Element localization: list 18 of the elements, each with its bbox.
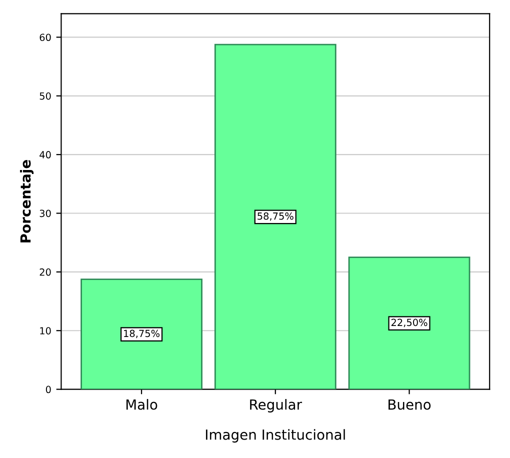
y-tick-label: 0 xyxy=(46,386,51,394)
y-tick-label: 40 xyxy=(40,151,51,158)
y-tick-label: 50 xyxy=(40,92,51,100)
x-tick-label: Bueno xyxy=(388,399,431,410)
x-axis-title: Imagen Institucional xyxy=(206,429,345,443)
y-tick-label: 10 xyxy=(40,327,51,334)
y-tick-label: 60 xyxy=(40,34,51,42)
x-tick-label: Malo xyxy=(126,399,158,410)
data-label: 18,75% xyxy=(124,330,160,338)
y-axis-title: Porcentaje xyxy=(20,160,34,242)
data-label: 58,75% xyxy=(258,212,294,221)
bar xyxy=(348,256,470,390)
x-tick-label: Regular xyxy=(250,399,302,412)
bar xyxy=(214,44,336,390)
y-tick-label: 20 xyxy=(40,268,51,276)
bar xyxy=(80,278,202,390)
data-label: 22,50% xyxy=(391,318,428,328)
y-tick-label: 30 xyxy=(40,210,51,218)
